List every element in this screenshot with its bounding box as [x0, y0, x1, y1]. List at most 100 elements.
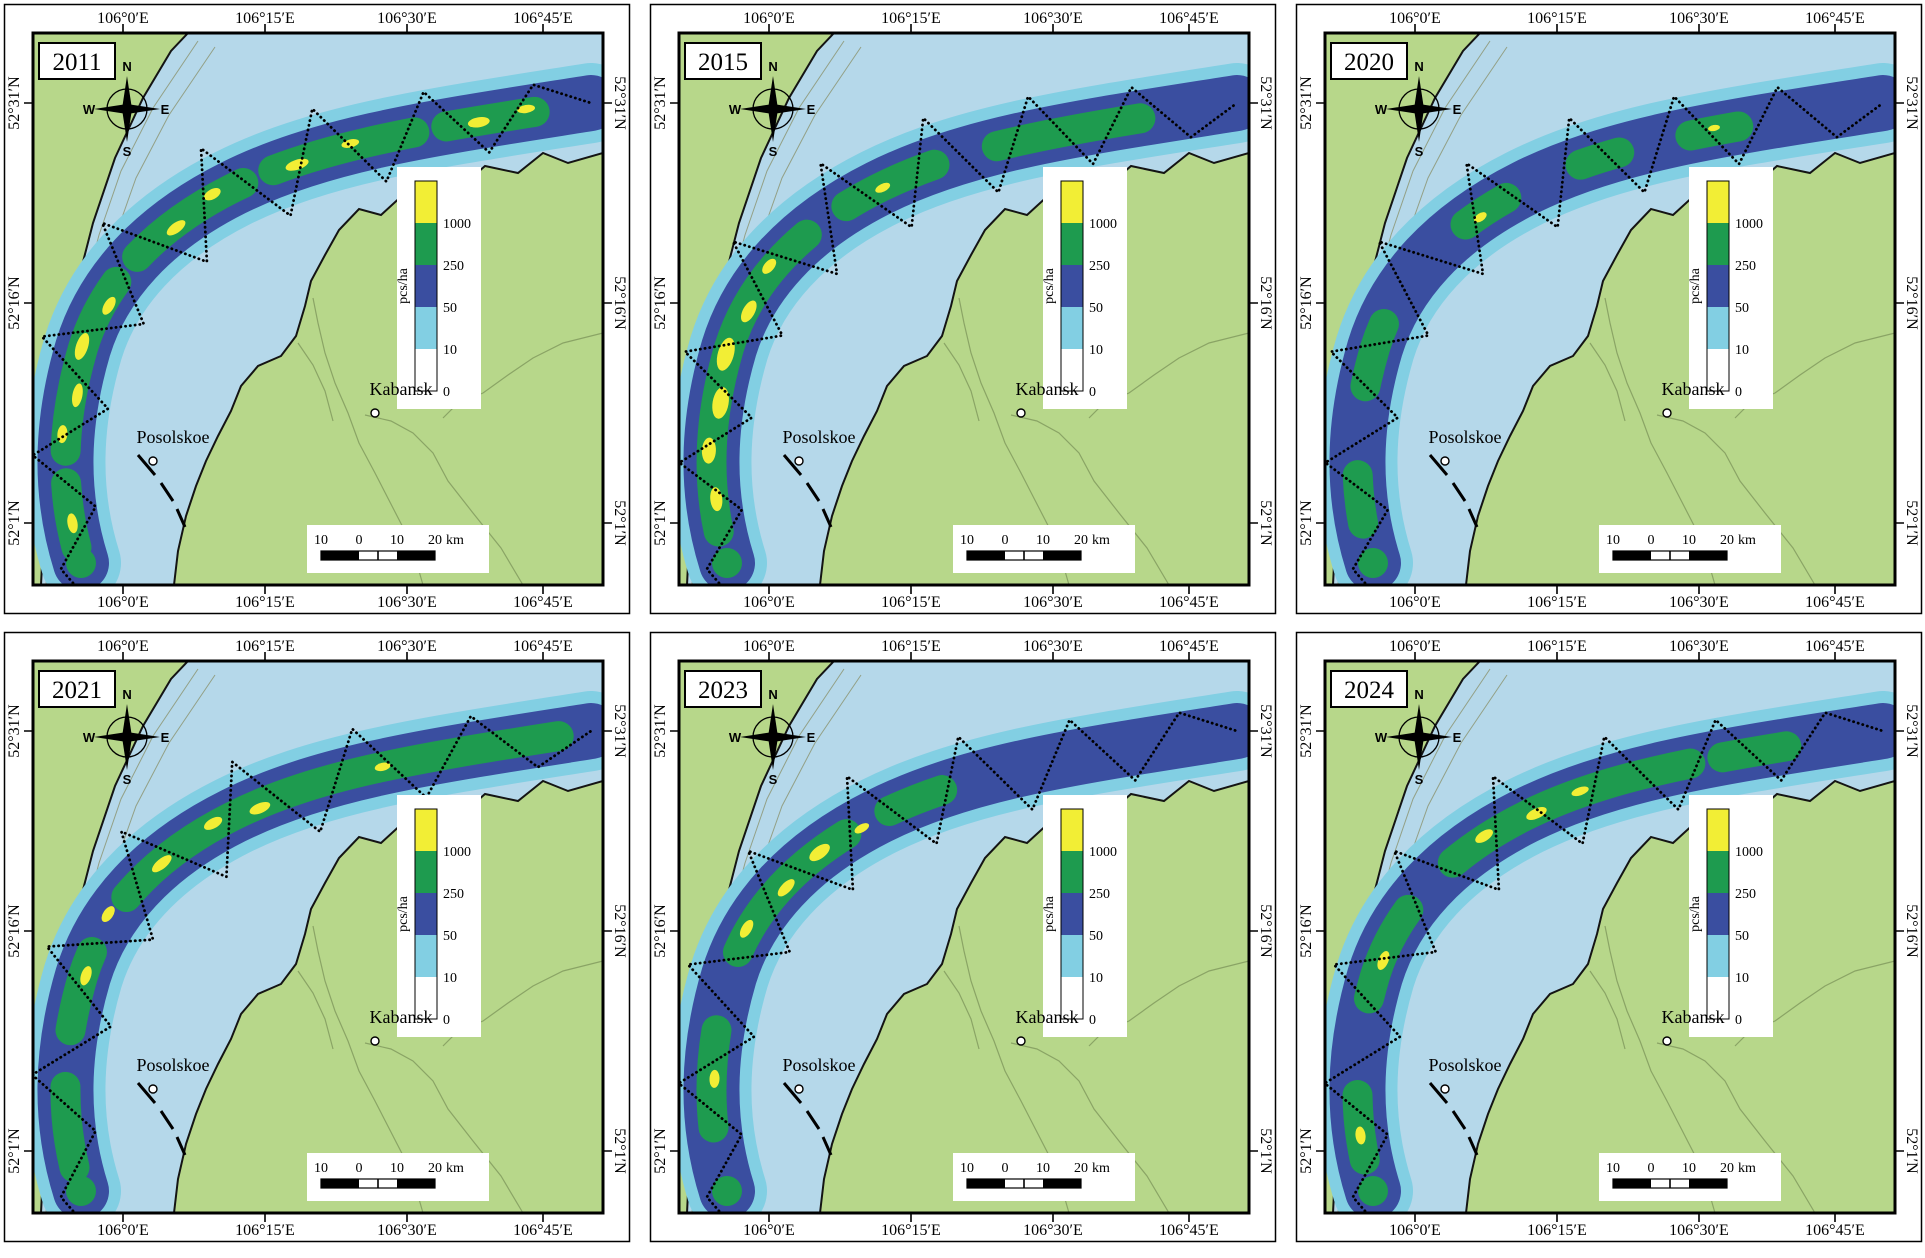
- map-panel-2015: 106°0′E 106°15′E 106°30′E 106°45′E 106°0…: [649, 3, 1277, 615]
- lat-label-right-0: 52°31′N: [1257, 76, 1274, 130]
- density-hotspots: [1355, 786, 1589, 1145]
- scale-label-10-right: 10: [390, 1161, 404, 1176]
- density-band-250: [50, 88, 603, 578]
- compass-letter-w: W: [729, 730, 742, 745]
- lat-label-right-2: 52°1′N: [611, 1128, 628, 1174]
- legend-value-10: 10: [1735, 343, 1749, 358]
- density-hotspot: [467, 117, 490, 128]
- compass-arrow-south: [122, 109, 132, 142]
- compass-letter-n: N: [122, 687, 131, 702]
- place-marker-posolskoe: [1440, 1084, 1450, 1094]
- legend-color-1000: [415, 181, 437, 223]
- survey-track-line: [1325, 85, 1885, 585]
- density-hotspot: [374, 762, 391, 772]
- place-markers: Kabansk Posolskoe: [136, 1007, 433, 1094]
- place-marker-posolskoe: [1440, 456, 1450, 466]
- legend-value-250: 250: [443, 259, 464, 274]
- axis-labels: 106°0′E 106°15′E 106°30′E 106°45′E 106°0…: [6, 638, 628, 1239]
- lon-label-bottom-2: 106°30′E: [377, 1222, 437, 1239]
- legend-value-1000: 1000: [1735, 217, 1763, 232]
- legend-color-10: [1707, 307, 1729, 349]
- lon-label-top-0: 106°0′E: [1389, 10, 1441, 27]
- lat-label-left-2: 52°1′N: [6, 1128, 23, 1174]
- axis-ticks: [670, 24, 1258, 594]
- place-marker-kabansk: [1016, 408, 1026, 418]
- place-label-posolskoe: Posolskoe: [782, 427, 855, 447]
- lat-label-left-0: 52°31′N: [6, 76, 23, 130]
- place-marker-posolskoe: [794, 456, 804, 466]
- lon-label-top-2: 106°30′E: [377, 10, 437, 27]
- year-text: 2024: [1344, 677, 1395, 704]
- lon-label-bottom-1: 106°15′E: [1527, 594, 1587, 611]
- density-hotspot: [739, 919, 754, 938]
- density-hotspot: [74, 332, 90, 360]
- legend-value-50: 50: [443, 301, 457, 316]
- lat-label-left-0: 52°31′N: [1298, 704, 1315, 758]
- scale-label-0: 0: [1648, 533, 1655, 548]
- density-hotspot: [102, 296, 116, 315]
- axis-ticks: [670, 652, 1258, 1222]
- scale-label-20: 20: [428, 533, 442, 548]
- legend-color-0: [415, 977, 437, 1019]
- lat-label-right-1: 52°16′N: [1257, 904, 1274, 958]
- density-hotspot: [777, 879, 795, 897]
- place-label-posolskoe: Posolskoe: [782, 1055, 855, 1075]
- compass-letter-n: N: [1414, 687, 1423, 702]
- compass-rose: N S E W: [1375, 59, 1462, 159]
- lon-label-top-2: 106°30′E: [1669, 638, 1729, 655]
- legend-value-1000: 1000: [443, 217, 471, 232]
- axis-labels: 106°0′E 106°15′E 106°30′E 106°45′E 106°0…: [652, 638, 1274, 1239]
- lat-label-left-1: 52°16′N: [652, 276, 669, 330]
- year-text: 2021: [52, 677, 102, 704]
- lon-label-top-1: 106°15′E: [1527, 638, 1587, 655]
- scale-label-0: 0: [356, 1161, 363, 1176]
- compass-rose: N S E W: [729, 687, 816, 787]
- scale-unit-label: km: [1092, 533, 1110, 548]
- compass-letter-n: N: [1414, 59, 1423, 74]
- place-label-kabansk: Kabansk: [370, 1007, 433, 1027]
- map-area: [1325, 33, 1895, 585]
- axis-labels: 106°0′E 106°15′E 106°30′E 106°45′E 106°0…: [1298, 10, 1920, 611]
- scale-label-20: 20: [1720, 533, 1734, 548]
- lat-label-left-2: 52°1′N: [1298, 500, 1315, 546]
- density-hotspot: [1474, 212, 1487, 223]
- compass-arrow-east: [127, 104, 160, 114]
- compass-letter-w: W: [1375, 102, 1388, 117]
- scale-label-20: 20: [1074, 1161, 1088, 1176]
- lon-label-bottom-3: 106°45′E: [1805, 1222, 1865, 1239]
- scale-bar: 10 0 10 20 km: [953, 525, 1135, 573]
- scale-label-10-right: 10: [1036, 533, 1050, 548]
- lon-label-top-1: 106°15′E: [881, 638, 941, 655]
- legend-value-50: 50: [443, 929, 457, 944]
- scale-label-20: 20: [1720, 1161, 1734, 1176]
- legend-colorbar-border: [414, 180, 438, 392]
- river-line: [297, 970, 334, 1050]
- year-text: 2011: [52, 49, 101, 76]
- year-box: [1330, 670, 1408, 708]
- compass-arrow-east: [773, 732, 806, 742]
- legend-value-1000: 1000: [1089, 845, 1117, 860]
- legend-color-10: [415, 935, 437, 977]
- survey-track-line: [679, 711, 1239, 1213]
- compass-letter-w: W: [729, 102, 742, 117]
- legend-colorbar-border: [1706, 180, 1730, 392]
- place-label-posolskoe: Posolskoe: [136, 1055, 209, 1075]
- coastal-spit: [782, 454, 833, 528]
- lon-label-bottom-1: 106°15′E: [1527, 1222, 1587, 1239]
- scale-bar: 10 0 10 20 km: [1599, 525, 1781, 573]
- scale-segment-black: [1689, 1179, 1727, 1188]
- axis-labels: 106°0′E 106°15′E 106°30′E 106°45′E 106°0…: [652, 10, 1274, 611]
- place-marker-posolskoe: [794, 1084, 804, 1094]
- density-hotspot: [716, 337, 735, 371]
- lat-label-right-1: 52°16′N: [1903, 276, 1920, 330]
- lon-label-top-3: 106°45′E: [1805, 10, 1865, 27]
- legend-value-0: 0: [443, 1013, 450, 1028]
- density-hotspot: [709, 1069, 720, 1088]
- density-hotspot: [166, 220, 186, 236]
- scale-unit-label: km: [446, 533, 464, 548]
- compass-letter-n: N: [768, 687, 777, 702]
- lon-label-bottom-2: 106°30′E: [1669, 1222, 1729, 1239]
- coastal-spit: [136, 1082, 187, 1156]
- compass-arrow-east: [1419, 104, 1452, 114]
- density-hotspot: [701, 437, 716, 464]
